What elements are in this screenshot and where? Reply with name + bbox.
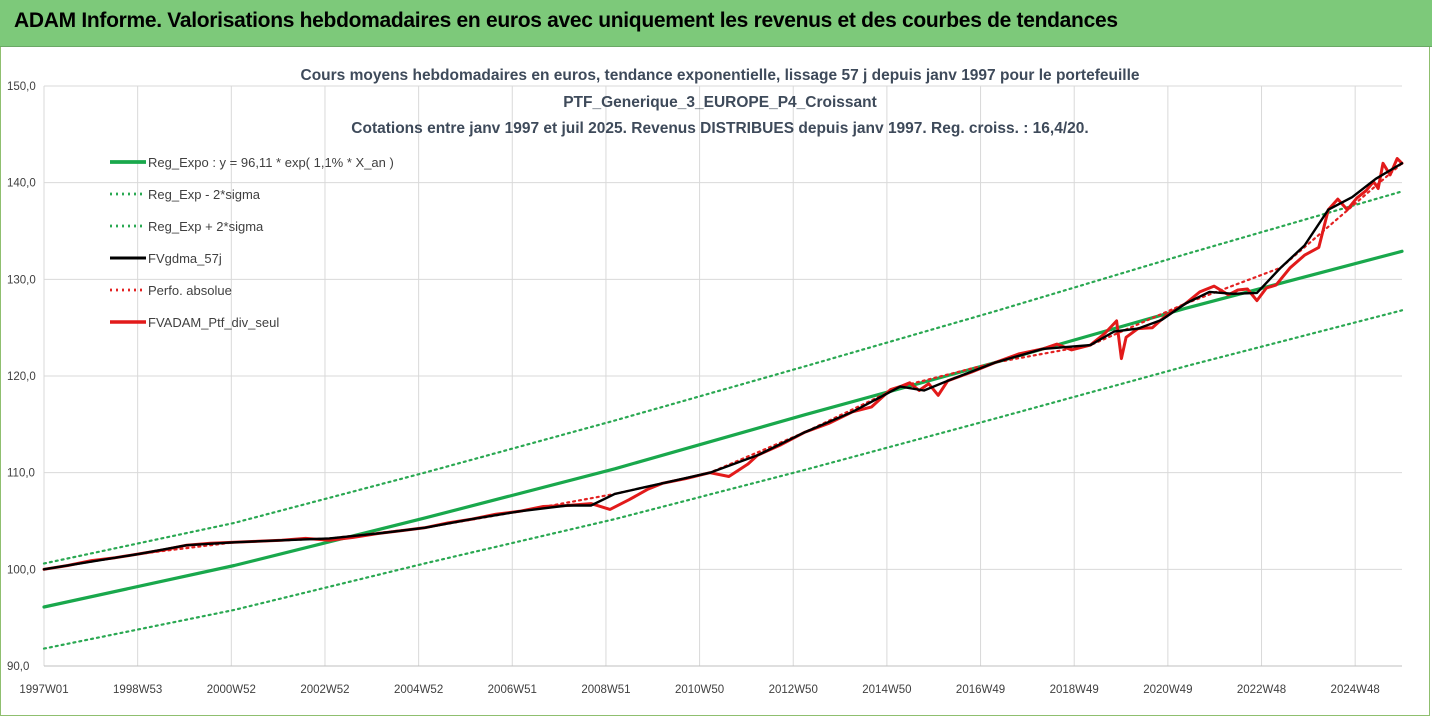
chart-legend: Reg_Expo : y = 96,11 * exp( 1,1% * X_an … <box>110 155 394 330</box>
legend-label: Reg_Exp - 2*sigma <box>148 187 261 202</box>
x-tick-label: 2012W50 <box>769 684 818 696</box>
sigma-lower-line <box>42 309 1404 650</box>
legend-label: Reg_Expo : y = 96,11 * exp( 1,1% * X_an … <box>148 155 394 170</box>
chart-title-line-1: Cours moyens hebdomadaires en euros, ten… <box>301 67 1140 84</box>
chart-title-line-3: Cotations entre janv 1997 et juil 2025. … <box>351 120 1088 137</box>
chart-title-line-2: PTF_Generique_3_EUROPE_P4_Croissant <box>563 94 877 111</box>
y-tick-label: 100,0 <box>7 564 36 576</box>
legend-label: FVgdma_57j <box>148 251 222 266</box>
y-tick-label: 120,0 <box>7 371 36 383</box>
sigma-upper-line <box>42 190 1404 565</box>
trend-line <box>42 249 1404 609</box>
y-tick-label: 90,0 <box>7 661 29 673</box>
chart-grid <box>43 85 1402 667</box>
x-tick-label: 2022W48 <box>1237 684 1286 696</box>
x-tick-label: 2010W50 <box>675 684 724 696</box>
x-tick-label: 2002W52 <box>300 684 349 696</box>
x-tick-label: 2020W49 <box>1143 684 1192 696</box>
report-banner: ADAM Informe. Valorisations hebdomadaire… <box>0 0 1432 47</box>
x-tick-label: 2006W51 <box>488 684 537 696</box>
x-axis-ticks: 1997W01 1998W53 2000W52 2002W52 2004W52 2006W… <box>19 684 1379 696</box>
chart-series <box>42 157 1404 650</box>
x-tick-label: 2016W49 <box>956 684 1005 696</box>
x-tick-label: 2000W52 <box>207 684 256 696</box>
y-tick-label: 110,0 <box>7 468 35 480</box>
y-axis-ticks: 90,0 100,0 110,0 120,0 130,0 140,0 150,0 <box>7 81 36 673</box>
y-tick-label: 140,0 <box>7 178 36 190</box>
chart-title: Cours moyens hebdomadaires en euros, ten… <box>301 67 1140 137</box>
x-tick-label: 2014W50 <box>862 684 911 696</box>
smoothed-line <box>42 162 1404 571</box>
legend-label: Perfo. absolue <box>148 283 232 298</box>
legend-label: Reg_Exp + 2*sigma <box>148 219 264 234</box>
report-title: ADAM Informe. Valorisations hebdomadaire… <box>14 9 1118 32</box>
x-tick-label: 2008W51 <box>581 684 630 696</box>
legend-label: FVADAM_Ptf_div_seul <box>148 315 279 330</box>
x-tick-label: 2004W52 <box>394 684 443 696</box>
x-tick-label: 1997W01 <box>19 684 68 696</box>
y-tick-label: 130,0 <box>7 274 36 286</box>
x-tick-label: 1998W53 <box>113 684 162 696</box>
y-tick-label: 150,0 <box>7 81 36 93</box>
x-tick-label: 2024W48 <box>1331 684 1380 696</box>
x-tick-label: 2018W49 <box>1050 684 1099 696</box>
